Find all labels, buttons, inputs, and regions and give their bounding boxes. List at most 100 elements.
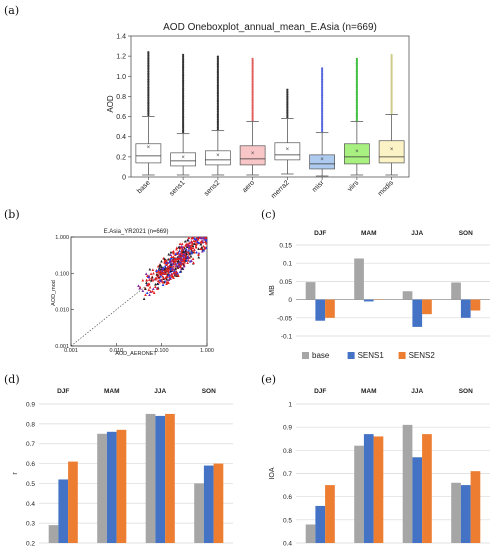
boxplot-outlier xyxy=(251,73,254,77)
scatter-point: ▲ xyxy=(183,254,187,259)
scatter-point: ▲ xyxy=(189,246,193,251)
scatter-point: ▲ xyxy=(157,279,161,284)
boxplot-outlier xyxy=(251,93,254,96)
scatter-point: ▲ xyxy=(163,276,167,281)
ioa-bar-panel: IOA 0.4 0.5 0.6 0.7 0.8 0.9 1 DJF MAM JJA SON xyxy=(269,388,490,548)
scatter-point: ▲ xyxy=(164,262,168,267)
bar-sens1 xyxy=(363,434,374,543)
scatter-point: ▲ xyxy=(204,236,208,241)
scatter-point: ▲ xyxy=(167,259,171,264)
scatter-point: ▲ xyxy=(160,268,164,273)
boxplot-outlier xyxy=(216,57,219,60)
scatter-point: ▲ xyxy=(172,251,176,256)
boxplot-outlier xyxy=(251,75,254,78)
scatter-point: ▲ xyxy=(183,258,187,263)
bar-ytick-label: 0.1 xyxy=(283,261,292,268)
boxplot-outlier xyxy=(147,91,150,94)
boxplot-outlier xyxy=(147,83,150,86)
boxplot-outlier xyxy=(321,110,324,113)
scatter-point: ▲ xyxy=(180,253,184,258)
scatter-point: ▲ xyxy=(197,235,201,240)
scatter-point: ▲ xyxy=(145,278,149,283)
scatter-point: ▲ xyxy=(164,274,168,279)
boxplot-outlier xyxy=(251,102,254,106)
scatter-point: ▲ xyxy=(200,244,204,249)
boxplot-outlier xyxy=(182,116,185,119)
scatter-point: ▲ xyxy=(179,244,183,249)
scatter-point: ▲ xyxy=(182,244,186,249)
scatter-point: ▲ xyxy=(155,272,159,277)
r-bar-panel: r 0.2 0.3 0.4 0.5 0.6 0.7 0.8 0.9 DJF MAM JJA SON xyxy=(12,388,233,548)
scatter-point: ▲ xyxy=(164,271,168,276)
scatter-point: ▲ xyxy=(173,271,177,276)
scatter-point: ▲ xyxy=(166,269,170,274)
scatter-point: ▲ xyxy=(171,260,175,265)
boxplot-outlier xyxy=(182,90,185,93)
boxplot-outlier xyxy=(355,80,358,83)
scatter-point: ▲ xyxy=(199,235,203,240)
scatter-point: ▲ xyxy=(178,269,182,274)
scatter-point: ▲ xyxy=(182,254,186,259)
scatter-point: ▲ xyxy=(171,256,175,261)
scatter-point: ▲ xyxy=(175,260,179,265)
boxplot-outlier xyxy=(182,113,185,116)
boxplot-outlier xyxy=(355,75,358,78)
boxplot-outlier xyxy=(251,106,254,109)
scatter-point: ▲ xyxy=(187,243,191,248)
boxplot-outlier xyxy=(355,77,358,80)
boxplot-outlier xyxy=(216,102,219,105)
boxplot-outlier xyxy=(251,57,254,60)
scatter-point: ▲ xyxy=(185,260,189,265)
scatter-point: ▲ xyxy=(159,272,163,277)
boxplot-outlier xyxy=(390,66,393,70)
scatter-point: ▲ xyxy=(157,270,161,275)
scatter-point: ▲ xyxy=(167,252,171,257)
bar-sens2 xyxy=(373,436,384,543)
boxplot-outlier xyxy=(390,111,393,115)
boxplot-outlier xyxy=(390,105,393,108)
boxplot-outlier xyxy=(216,108,219,111)
boxplot-outlier xyxy=(390,84,393,87)
boxplot-outlier xyxy=(182,63,185,66)
scatter-point: ▲ xyxy=(174,263,178,268)
boxplot-outlier xyxy=(251,83,254,86)
scatter-point: ▲ xyxy=(160,267,164,272)
scatter-point: ▲ xyxy=(179,253,183,258)
scatter-point: ▲ xyxy=(138,285,142,290)
scatter-point: ▲ xyxy=(163,260,167,265)
scatter-point: ▲ xyxy=(197,255,201,260)
scatter-point: ▲ xyxy=(194,241,198,246)
scatter-point: ▲ xyxy=(144,280,148,285)
boxplot-outlier xyxy=(286,96,289,99)
bar-sens2 xyxy=(422,434,432,543)
boxplot-outlier xyxy=(355,93,358,96)
scatter-point: ▲ xyxy=(156,281,160,286)
boxplot-outlier xyxy=(355,67,358,70)
scatter-point: ▲ xyxy=(185,241,189,246)
scatter-point: ▲ xyxy=(175,250,179,255)
boxplot-outlier xyxy=(286,103,289,106)
boxplot-outlier xyxy=(355,115,358,118)
scatter-point: ▲ xyxy=(147,274,151,279)
boxplot-outlier xyxy=(355,117,358,120)
scatter-point: ▲ xyxy=(177,260,181,265)
scatter-ylabel: AOD_mod xyxy=(51,280,57,306)
scatter-point: ▲ xyxy=(168,276,172,281)
boxplot-outlier xyxy=(251,109,254,112)
boxplot-outlier xyxy=(216,94,219,97)
scatter-point: ▲ xyxy=(191,260,195,265)
scatter-point: ▲ xyxy=(178,241,182,246)
scatter-point: ▲ xyxy=(163,271,167,276)
scatter-point: ▲ xyxy=(174,263,178,268)
scatter-point: ▲ xyxy=(177,255,181,260)
boxplot-outlier xyxy=(321,72,324,75)
bar-category-label: DJF xyxy=(314,388,326,395)
scatter-point: ▲ xyxy=(169,268,173,273)
scatter-point: ▲ xyxy=(157,274,161,279)
scatter-point: ▲ xyxy=(187,235,191,240)
bar-category-label: SON xyxy=(459,388,473,395)
scatter-point: ▲ xyxy=(150,274,154,279)
boxplot-outlier xyxy=(182,119,185,123)
scatter-point: ▲ xyxy=(191,261,195,266)
boxplot-mean-marker: × xyxy=(181,155,185,161)
